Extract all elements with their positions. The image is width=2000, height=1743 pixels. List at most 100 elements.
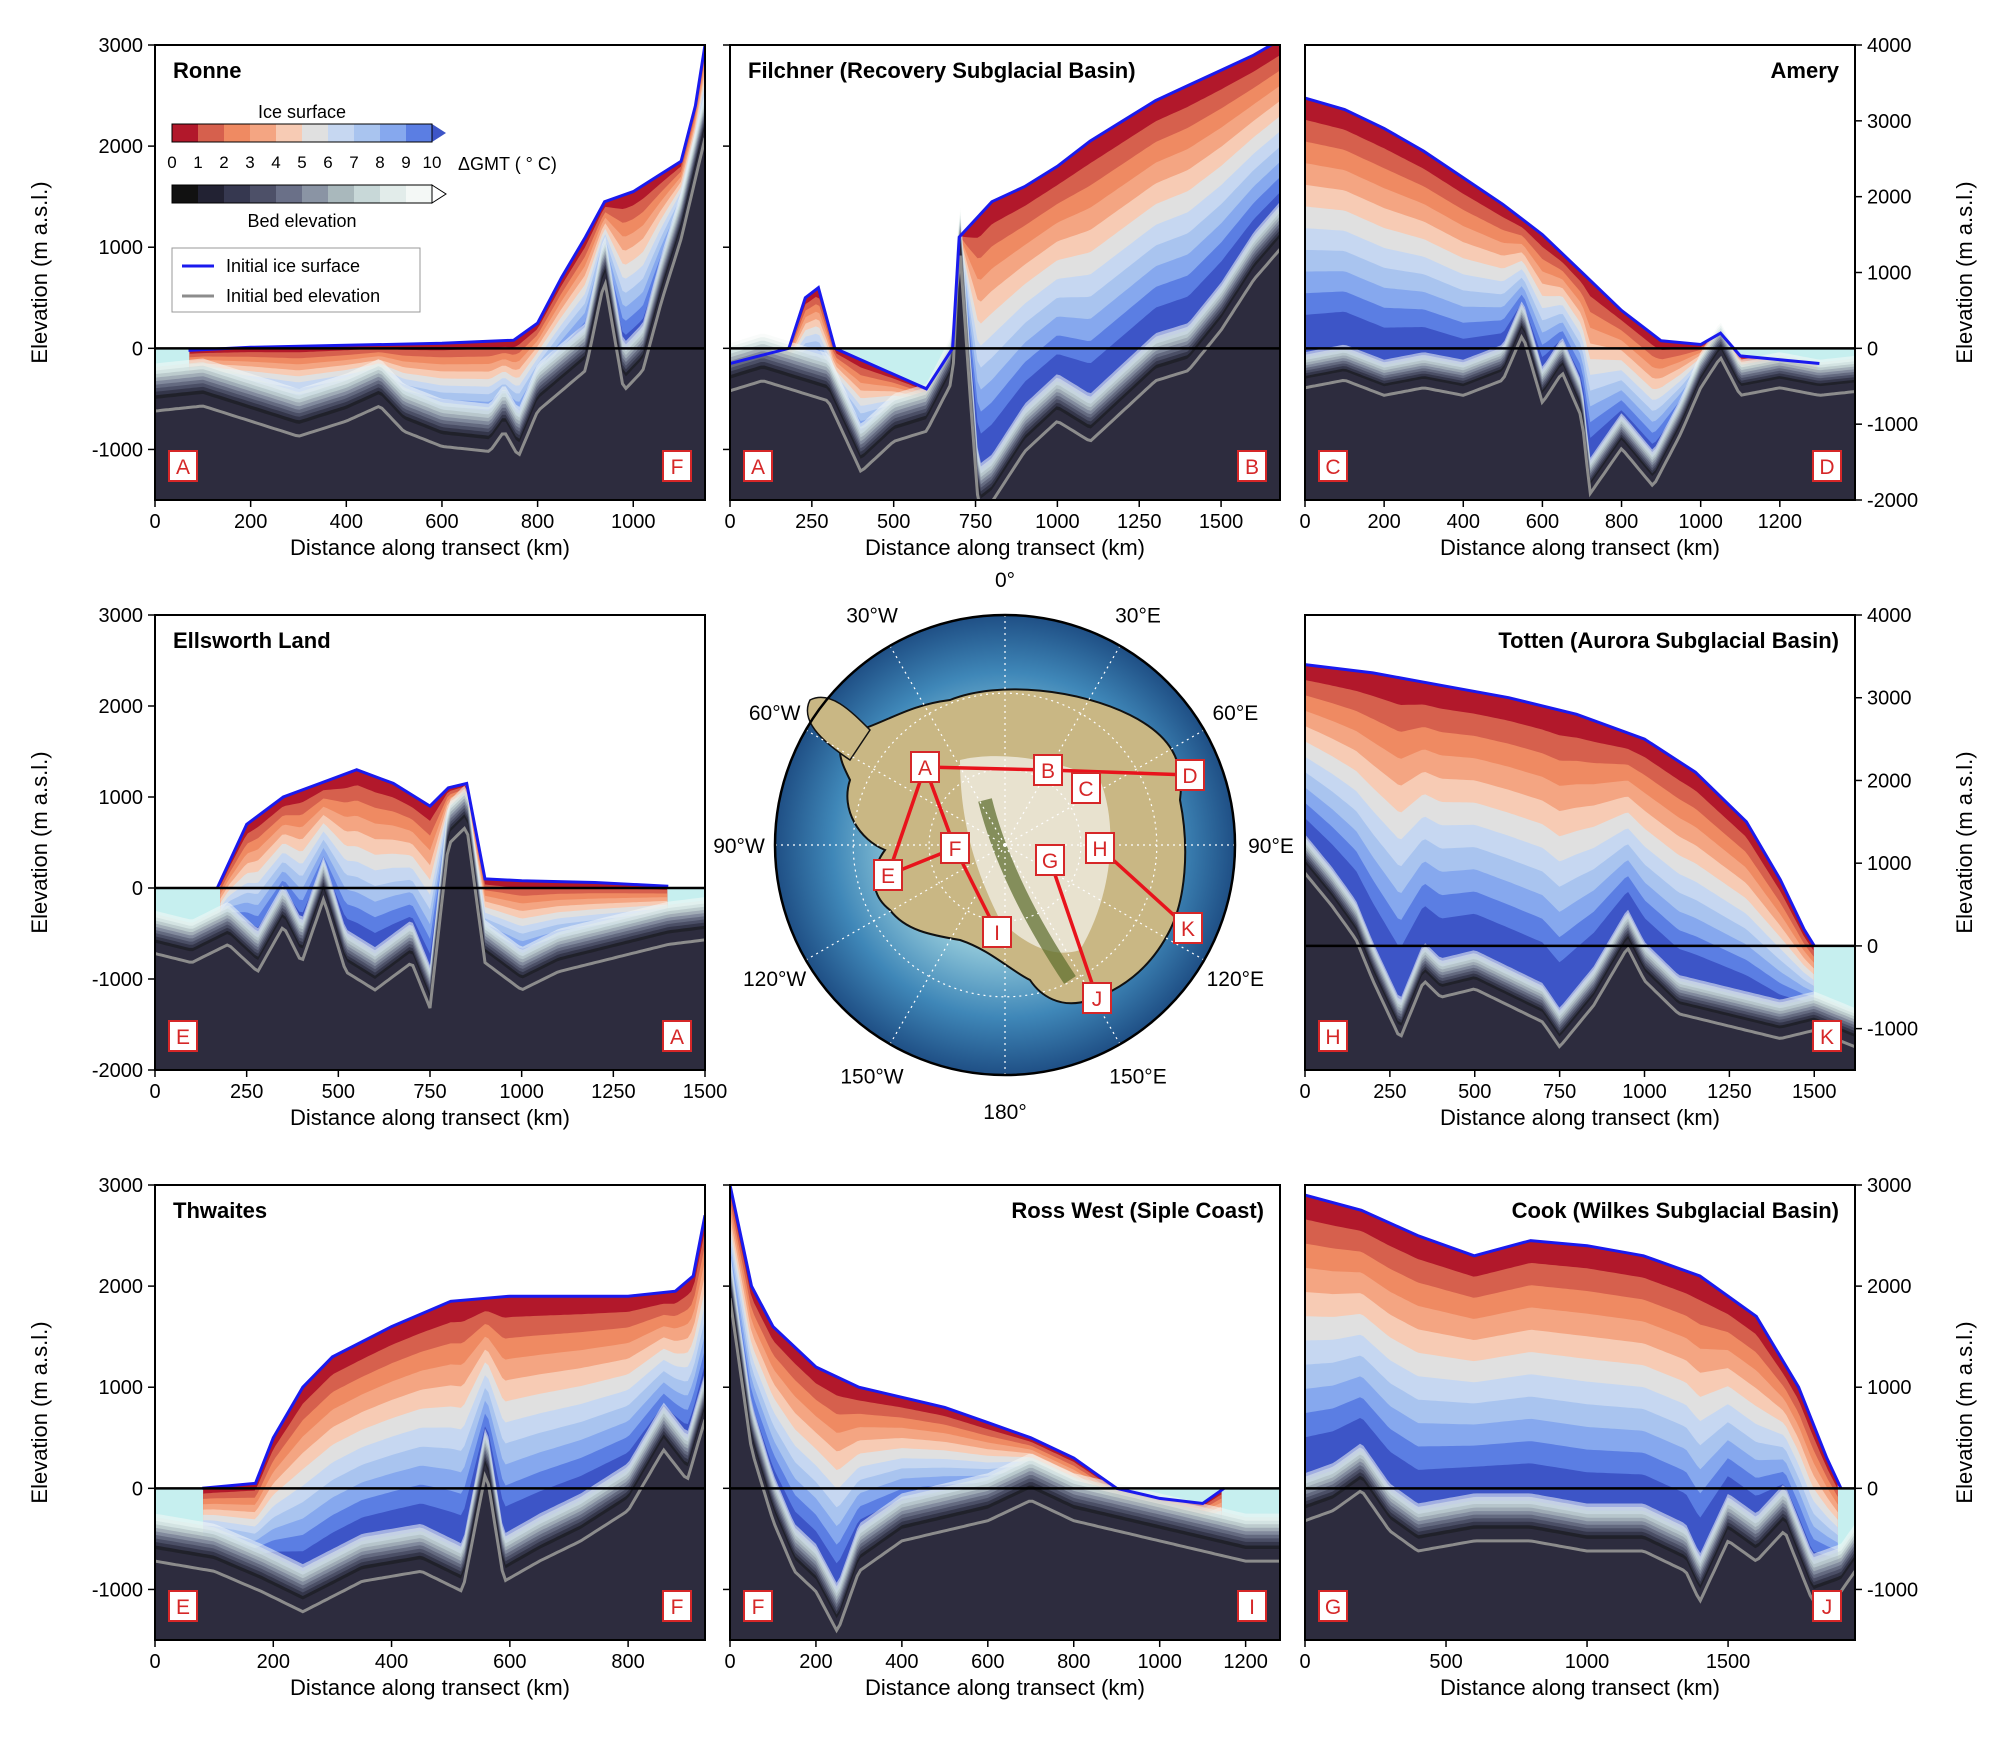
transect-end-label: J xyxy=(1822,1596,1833,1619)
panel-title: Ross West (Siple Coast) xyxy=(1011,1198,1264,1223)
map-point-box xyxy=(1033,754,1063,786)
transect-start-box xyxy=(1318,450,1348,482)
map-point-label: K xyxy=(1181,918,1195,941)
legend-line1: Initial ice surface xyxy=(226,256,360,276)
x-tick-label: 500 xyxy=(1458,1081,1491,1103)
map-point-box xyxy=(1082,982,1112,1014)
map-graticule-label: 30°E xyxy=(1115,605,1161,628)
y-tick-label: -1000 xyxy=(92,969,143,991)
bed-swatch-9 xyxy=(406,185,433,203)
x-tick-label: 1250 xyxy=(1707,1081,1752,1103)
legend-tick: 4 xyxy=(271,153,280,172)
transect-end-box xyxy=(662,450,692,482)
plot-area xyxy=(1305,1193,1855,1640)
x-tick-label: 800 xyxy=(611,1651,644,1673)
bed-area xyxy=(155,817,705,1070)
x-tick-label: 0 xyxy=(1299,1081,1310,1103)
map-point-box xyxy=(982,916,1012,948)
map-graticule-label: 120°W xyxy=(743,968,806,991)
x-axis-label: Distance along transect (km) xyxy=(865,535,1145,560)
x-tick-label: 750 xyxy=(413,1081,446,1103)
surface-swatch-0 xyxy=(172,124,199,142)
map-point-box xyxy=(873,859,903,891)
x-tick-label: 0 xyxy=(724,1651,735,1673)
x-tick-label: 1250 xyxy=(1117,511,1162,533)
y-tick-label: 0 xyxy=(132,1478,143,1500)
legend-tick: 6 xyxy=(323,153,332,172)
transect-start-box xyxy=(743,450,773,482)
surface-bar-frame xyxy=(171,123,433,143)
x-tick-label: 0 xyxy=(724,511,735,533)
bed-swatch-5 xyxy=(302,185,329,203)
surface-swatch-9 xyxy=(406,124,433,142)
map-graticule-label: 90°W xyxy=(713,835,765,858)
panel-2: 0 200 400 600 800 1000 1200 Distance along tran… xyxy=(1299,35,1977,560)
x-tick-label: 600 xyxy=(425,511,458,533)
y-tick-label: 3000 xyxy=(99,605,144,627)
map-graticule-label: 150°E xyxy=(1109,1065,1166,1088)
initial-surface-line xyxy=(730,1185,1225,1506)
y-tick-label: 1000 xyxy=(99,787,144,809)
map-point-box xyxy=(1035,844,1065,876)
bed-area xyxy=(730,1286,1280,1640)
bed-area xyxy=(155,125,705,500)
y-tick-label: 2000 xyxy=(1867,770,1912,792)
transect-start-box xyxy=(168,1590,198,1622)
x-axis-label: Distance along transect (km) xyxy=(290,1105,570,1130)
legend-tick: 5 xyxy=(297,153,306,172)
bed-swatch-6 xyxy=(328,185,355,203)
transect-start-box xyxy=(1318,1020,1348,1052)
x-tick-label: 1000 xyxy=(499,1081,544,1103)
panel-6: 0 200 400 600 800 1000 1200 Distance along tran… xyxy=(723,1184,1281,1700)
legend-tick: 10 xyxy=(423,153,442,172)
surface-swatch-5 xyxy=(302,124,329,142)
legend-surface-title: Ice surface xyxy=(258,102,346,122)
x-tick-label: 800 xyxy=(1605,511,1638,533)
initial-surface-line xyxy=(730,45,1275,391)
surface-swatch-3 xyxy=(250,124,277,142)
surface-swatch-1 xyxy=(198,124,225,142)
panel-title: Filchner (Recovery Subglacial Basin) xyxy=(748,58,1136,83)
transect-end-label: K xyxy=(1820,1026,1834,1049)
transect-end-box xyxy=(1812,450,1842,482)
map-point-label: E xyxy=(881,865,895,888)
bed-swatch-3 xyxy=(250,185,277,203)
transect-end-label: B xyxy=(1245,456,1259,479)
meridian xyxy=(1004,645,1121,846)
legend-line2: Initial bed elevation xyxy=(226,286,380,306)
plot-area xyxy=(730,45,1280,500)
x-tick-label: 1500 xyxy=(683,1081,728,1103)
x-tick-label: 800 xyxy=(1057,1651,1090,1673)
y-axis-label: Elevation (m a.s.l.) xyxy=(27,751,52,933)
x-tick-label: 200 xyxy=(234,511,267,533)
x-tick-label: 250 xyxy=(1373,1081,1406,1103)
transect-end-label: F xyxy=(671,1596,684,1619)
x-tick-label: 500 xyxy=(1429,1651,1462,1673)
y-tick-label: 2000 xyxy=(99,696,144,718)
map-graticule-label: 0° xyxy=(995,569,1015,592)
legend-tick: 0 xyxy=(167,153,176,172)
plot-area xyxy=(1305,663,1855,1070)
transect-start-box xyxy=(168,450,198,482)
y-tick-label: 1000 xyxy=(1867,263,1912,285)
surface-swatch-2 xyxy=(224,124,251,142)
y-tick-label: -1000 xyxy=(92,1579,143,1601)
ice-layer-10 xyxy=(203,1363,705,1600)
panel-title: Totten (Aurora Subglacial Basin) xyxy=(1498,628,1839,653)
y-tick-label: 3000 xyxy=(1867,111,1912,133)
x-tick-label: 1500 xyxy=(1199,511,1244,533)
map-point-box xyxy=(1071,772,1101,804)
x-axis-label: Distance along transect (km) xyxy=(865,1675,1145,1700)
map-graticule-label: 180° xyxy=(983,1101,1026,1124)
transect-end-box xyxy=(662,1590,692,1622)
initial-bed-line xyxy=(155,825,705,1009)
legend-bed-title: Bed elevation xyxy=(247,211,356,231)
axes-frame xyxy=(154,1184,706,1641)
meridian xyxy=(805,729,1006,846)
x-axis-label: Distance along transect (km) xyxy=(290,535,570,560)
meridian xyxy=(1004,844,1205,961)
map-point-label: B xyxy=(1041,760,1055,783)
y-tick-label: 1000 xyxy=(1867,853,1912,875)
map-point-box xyxy=(940,832,970,864)
